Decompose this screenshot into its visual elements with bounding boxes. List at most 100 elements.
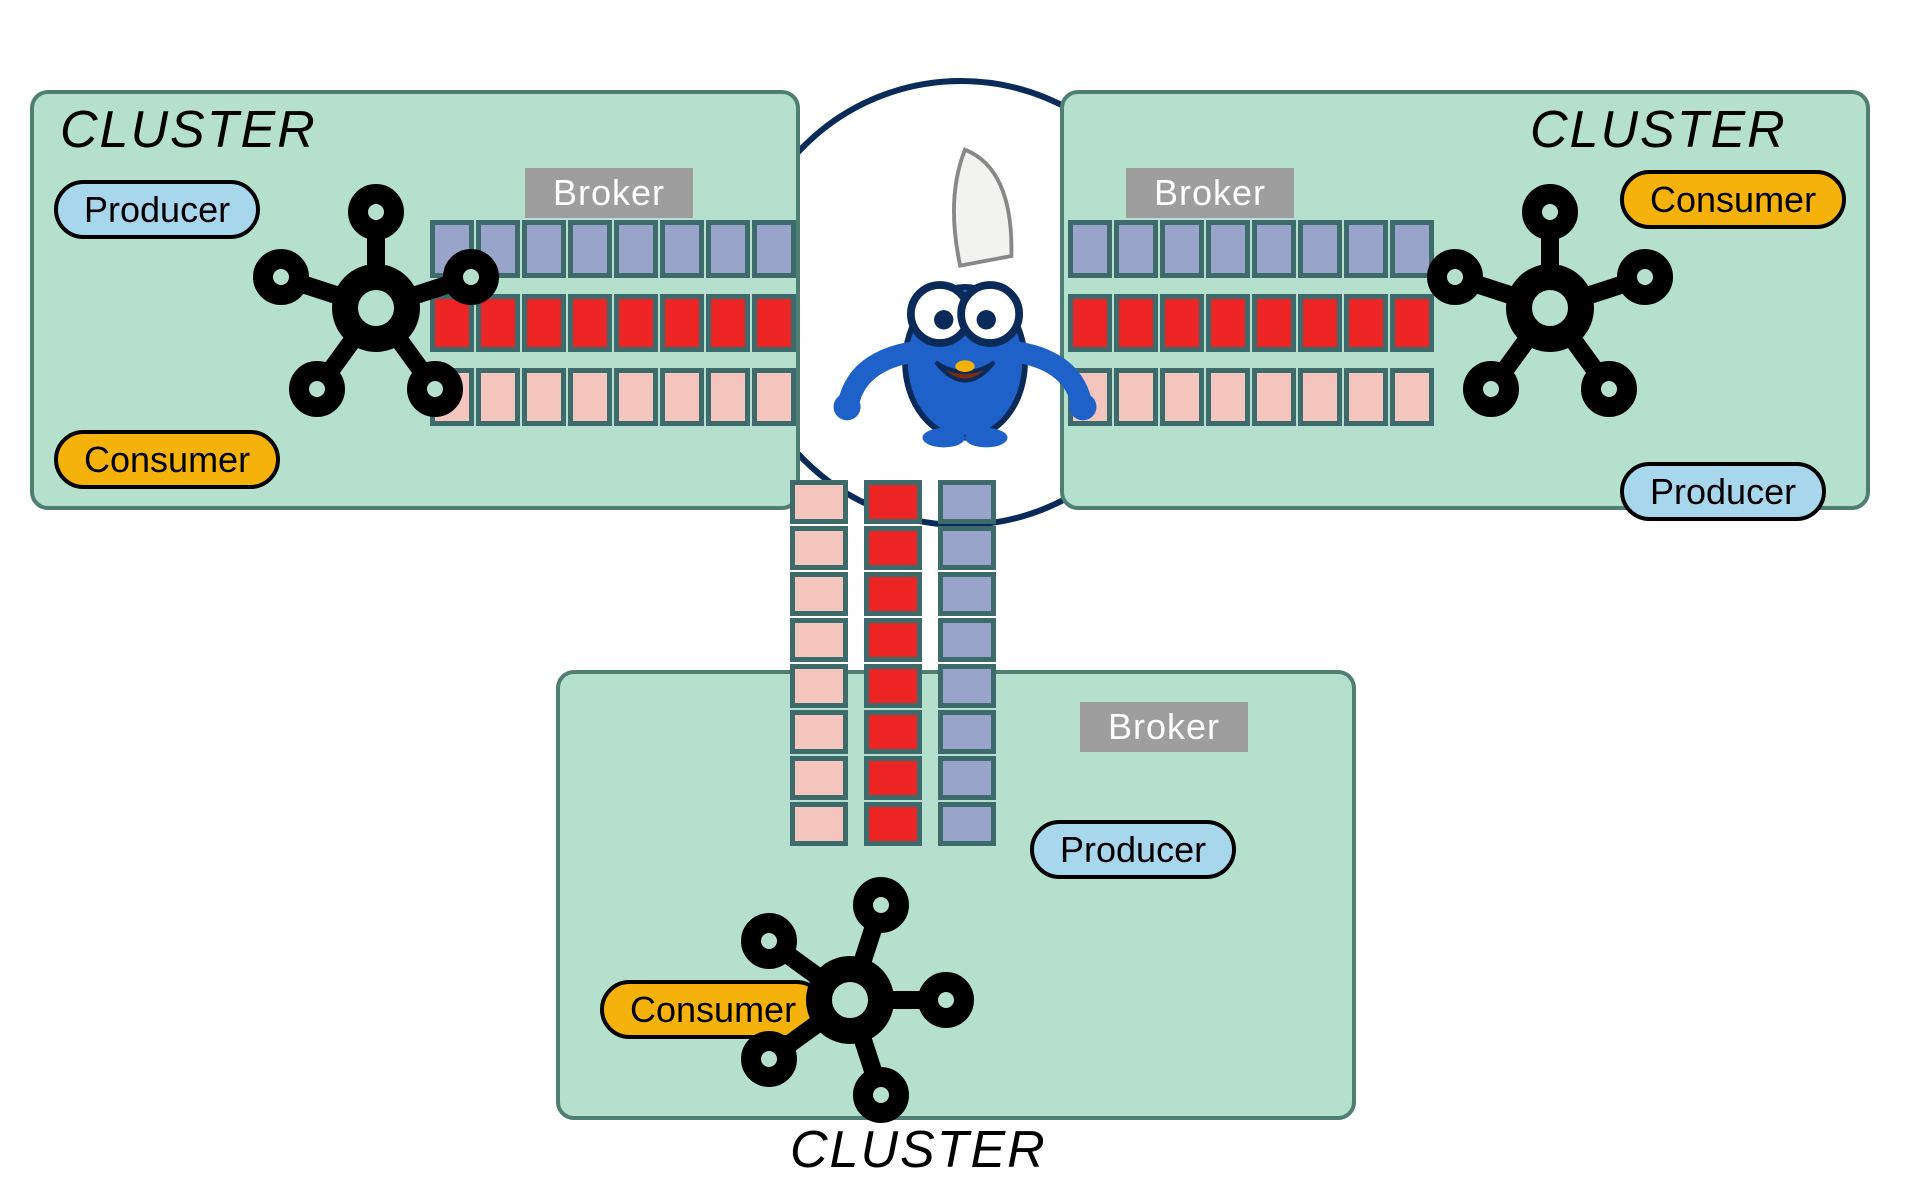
hub-satellite [443, 249, 499, 305]
topic-cell [706, 220, 750, 278]
topic-cell [522, 368, 566, 426]
topic-cell [706, 368, 750, 426]
topic-partition [1068, 368, 1436, 426]
topic-cell [790, 802, 848, 846]
producer-pill: Producer [1030, 820, 1236, 879]
topic-partition [1068, 294, 1436, 352]
topic-cell [1252, 220, 1296, 278]
topic-cell [938, 526, 996, 570]
topic-partition [864, 480, 922, 848]
topic-cell [1390, 294, 1434, 352]
topic-cell [790, 572, 848, 616]
topic-cell [938, 756, 996, 800]
topic-cell [938, 572, 996, 616]
topic-cell [476, 294, 520, 352]
topic-cell [1252, 368, 1296, 426]
cluster-title-left: CLUSTER [60, 100, 317, 160]
topic-cell [790, 480, 848, 524]
topic-cell [790, 618, 848, 662]
hub-satellite [853, 877, 909, 933]
topic-partition [938, 480, 996, 848]
topic-partition [790, 480, 848, 848]
topic-cell [938, 710, 996, 754]
hub-center [806, 956, 894, 1044]
hub-center [332, 264, 420, 352]
topic-cell [660, 220, 704, 278]
topic-cell [1298, 220, 1342, 278]
topic-cell [1206, 368, 1250, 426]
topic-cell [1114, 294, 1158, 352]
topic-cell [1206, 220, 1250, 278]
topic-cell [1160, 220, 1204, 278]
topic-partition [430, 294, 798, 352]
hub-satellite [289, 361, 345, 417]
topic-cell [522, 294, 566, 352]
topic-cell [790, 526, 848, 570]
topic-cell [864, 710, 922, 754]
broker-label-left: Broker [525, 168, 693, 218]
topic-cell [938, 664, 996, 708]
topic-cell [568, 220, 612, 278]
topic-cell [614, 368, 658, 426]
topic-cell [864, 618, 922, 662]
hub-satellite [853, 1067, 909, 1123]
topic-cell [864, 756, 922, 800]
topic-cell [790, 664, 848, 708]
topic-partition [430, 368, 798, 426]
topic-cell [1298, 368, 1342, 426]
hub-satellite [253, 249, 309, 305]
topic-cell [660, 294, 704, 352]
hub-satellite [348, 184, 404, 240]
topic-cell [752, 368, 796, 426]
topic-cell [1114, 368, 1158, 426]
hub-satellite [741, 1031, 797, 1087]
hub-satellite [1463, 361, 1519, 417]
hub-center [1506, 264, 1594, 352]
topic-cell [1344, 220, 1388, 278]
topic-cell [476, 368, 520, 426]
topic-cell [864, 480, 922, 524]
consumer-pill: Consumer [1620, 170, 1846, 229]
broker-label-right: Broker [1126, 168, 1294, 218]
topic-cell [614, 294, 658, 352]
hub-satellite [1617, 249, 1673, 305]
topic-cell [864, 572, 922, 616]
topic-cell [1206, 294, 1250, 352]
topic-cell [1252, 294, 1296, 352]
topic-partition [1068, 220, 1436, 278]
topic-cell [752, 294, 796, 352]
topic-cell [568, 368, 612, 426]
topic-cell [938, 480, 996, 524]
topic-cell [1114, 220, 1158, 278]
topic-cell [1390, 368, 1434, 426]
hub-satellite [1522, 184, 1578, 240]
mascot-character-icon [820, 140, 1110, 484]
topic-cell [790, 710, 848, 754]
producer-pill: Producer [54, 180, 260, 239]
broker-label-bottom: Broker [1080, 702, 1248, 752]
cluster-title-right: CLUSTER [1530, 100, 1787, 160]
cluster-title-bottom: CLUSTER [790, 1120, 1047, 1180]
topic-cell [938, 802, 996, 846]
topic-cell [706, 294, 750, 352]
topic-cell [568, 294, 612, 352]
topic-cell [1344, 368, 1388, 426]
hub-satellite [918, 972, 974, 1028]
topic-cell [1298, 294, 1342, 352]
topic-cell [1160, 368, 1204, 426]
topic-cell [864, 526, 922, 570]
topic-cell [1160, 294, 1204, 352]
hub-satellite [407, 361, 463, 417]
producer-pill: Producer [1620, 462, 1826, 521]
consumer-pill: Consumer [54, 430, 280, 489]
topic-cell [614, 220, 658, 278]
topic-cell [790, 756, 848, 800]
topic-cell [752, 220, 796, 278]
topic-cell [938, 618, 996, 662]
hub-satellite [741, 913, 797, 969]
topic-cell [864, 802, 922, 846]
hub-satellite [1427, 249, 1483, 305]
topic-cell [660, 368, 704, 426]
topic-cell [1344, 294, 1388, 352]
topic-cell [864, 664, 922, 708]
